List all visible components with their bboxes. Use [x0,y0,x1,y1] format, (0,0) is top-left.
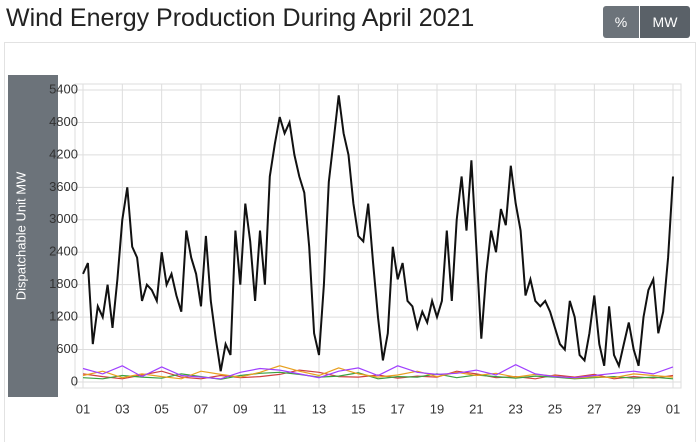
y-tick-label: 2400 [49,244,78,259]
x-tick-label: 07 [194,401,208,416]
y-tick-label: 0 [71,373,78,388]
mw-button[interactable]: MW [640,6,690,38]
x-tick-label: 03 [115,401,129,416]
x-tick-label: 27 [587,401,601,416]
x-tick-label: 25 [548,401,562,416]
x-tick-label: 23 [508,401,522,416]
plot-area [74,83,682,389]
x-tick-label: 11 [273,401,287,416]
y-axis-label: Dispatchable Unit MW [13,171,28,300]
x-tick-label: 29 [626,401,640,416]
x-tick-label: 01 [76,401,90,416]
x-tick-label: 09 [233,401,247,416]
x-tick-label: 21 [469,401,483,416]
y-tick-label: 4200 [49,146,78,161]
percent-button[interactable]: % [603,6,639,38]
title: Wind Energy Production During April 2021 [6,4,475,32]
x-tick-label: 19 [430,401,444,416]
axis-panel [8,75,58,397]
chart-card [4,42,696,442]
x-tick-label: 01 [666,401,680,416]
y-tick-label: 1200 [49,309,78,324]
x-tick-label: 17 [390,401,404,416]
y-tick-label: 1800 [49,276,78,291]
line-series [82,364,674,380]
y-tick-label: 3000 [49,211,78,226]
y-tick-label: 3600 [49,179,78,194]
line-series [82,95,674,372]
x-tick-label: 13 [312,401,326,416]
x-tick-label: 05 [154,401,168,416]
x-tick-label: 15 [351,401,365,416]
y-tick-label: 600 [56,341,78,356]
y-tick-label: 4800 [49,114,78,129]
y-tick-label: 5400 [49,81,78,96]
